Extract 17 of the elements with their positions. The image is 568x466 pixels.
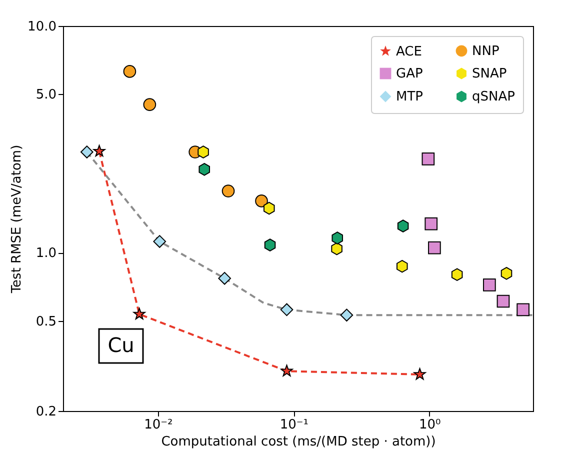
legend-label: GAP [396, 66, 423, 82]
legend-label: MTP [396, 90, 424, 104]
legend-label: NNP [472, 44, 500, 59]
y-tick-label: 10.0 [28, 20, 56, 34]
y-tick-label: 5.0 [36, 88, 56, 103]
x-tick-label: 10⁻¹ [280, 418, 308, 432]
y-tick-label: 0.2 [36, 404, 56, 420]
y-tick-label: 0.5 [36, 314, 56, 330]
legend-label: qSNAP [472, 90, 516, 104]
x-tick-label: 10⁻² [144, 418, 173, 432]
x-axis-title: Computational cost (ms/(MD step · atom)) [161, 434, 436, 450]
x-tick-label: 10⁰ [418, 418, 441, 432]
legend-label: SNAP [472, 66, 507, 82]
legend-label: ACE [396, 44, 422, 60]
y-tick-label: 1.0 [36, 246, 56, 262]
y-axis-title: Test RMSE (meV/atom) [10, 144, 25, 294]
annotation: Cu [108, 333, 134, 357]
